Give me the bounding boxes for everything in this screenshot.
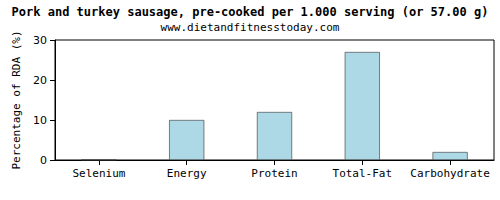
svg-text:Protein: Protein [251, 167, 297, 180]
svg-text:0: 0 [40, 154, 47, 167]
svg-text:Energy: Energy [167, 167, 207, 180]
svg-text:Carbohydrate: Carbohydrate [410, 167, 489, 180]
svg-text:Total-Fat: Total-Fat [332, 167, 392, 180]
svg-text:Pork and turkey sausage, pre-c: Pork and turkey sausage, pre-cooked per … [12, 5, 489, 19]
svg-text:30: 30 [33, 34, 47, 47]
svg-text:Selenium: Selenium [72, 167, 125, 180]
svg-text:Percentage of RDA (%): Percentage of RDA (%) [10, 30, 23, 169]
svg-text:www.dietandfitnesstoday.com: www.dietandfitnesstoday.com [161, 21, 340, 34]
svg-text:20: 20 [33, 74, 47, 87]
svg-text:10: 10 [33, 114, 47, 127]
